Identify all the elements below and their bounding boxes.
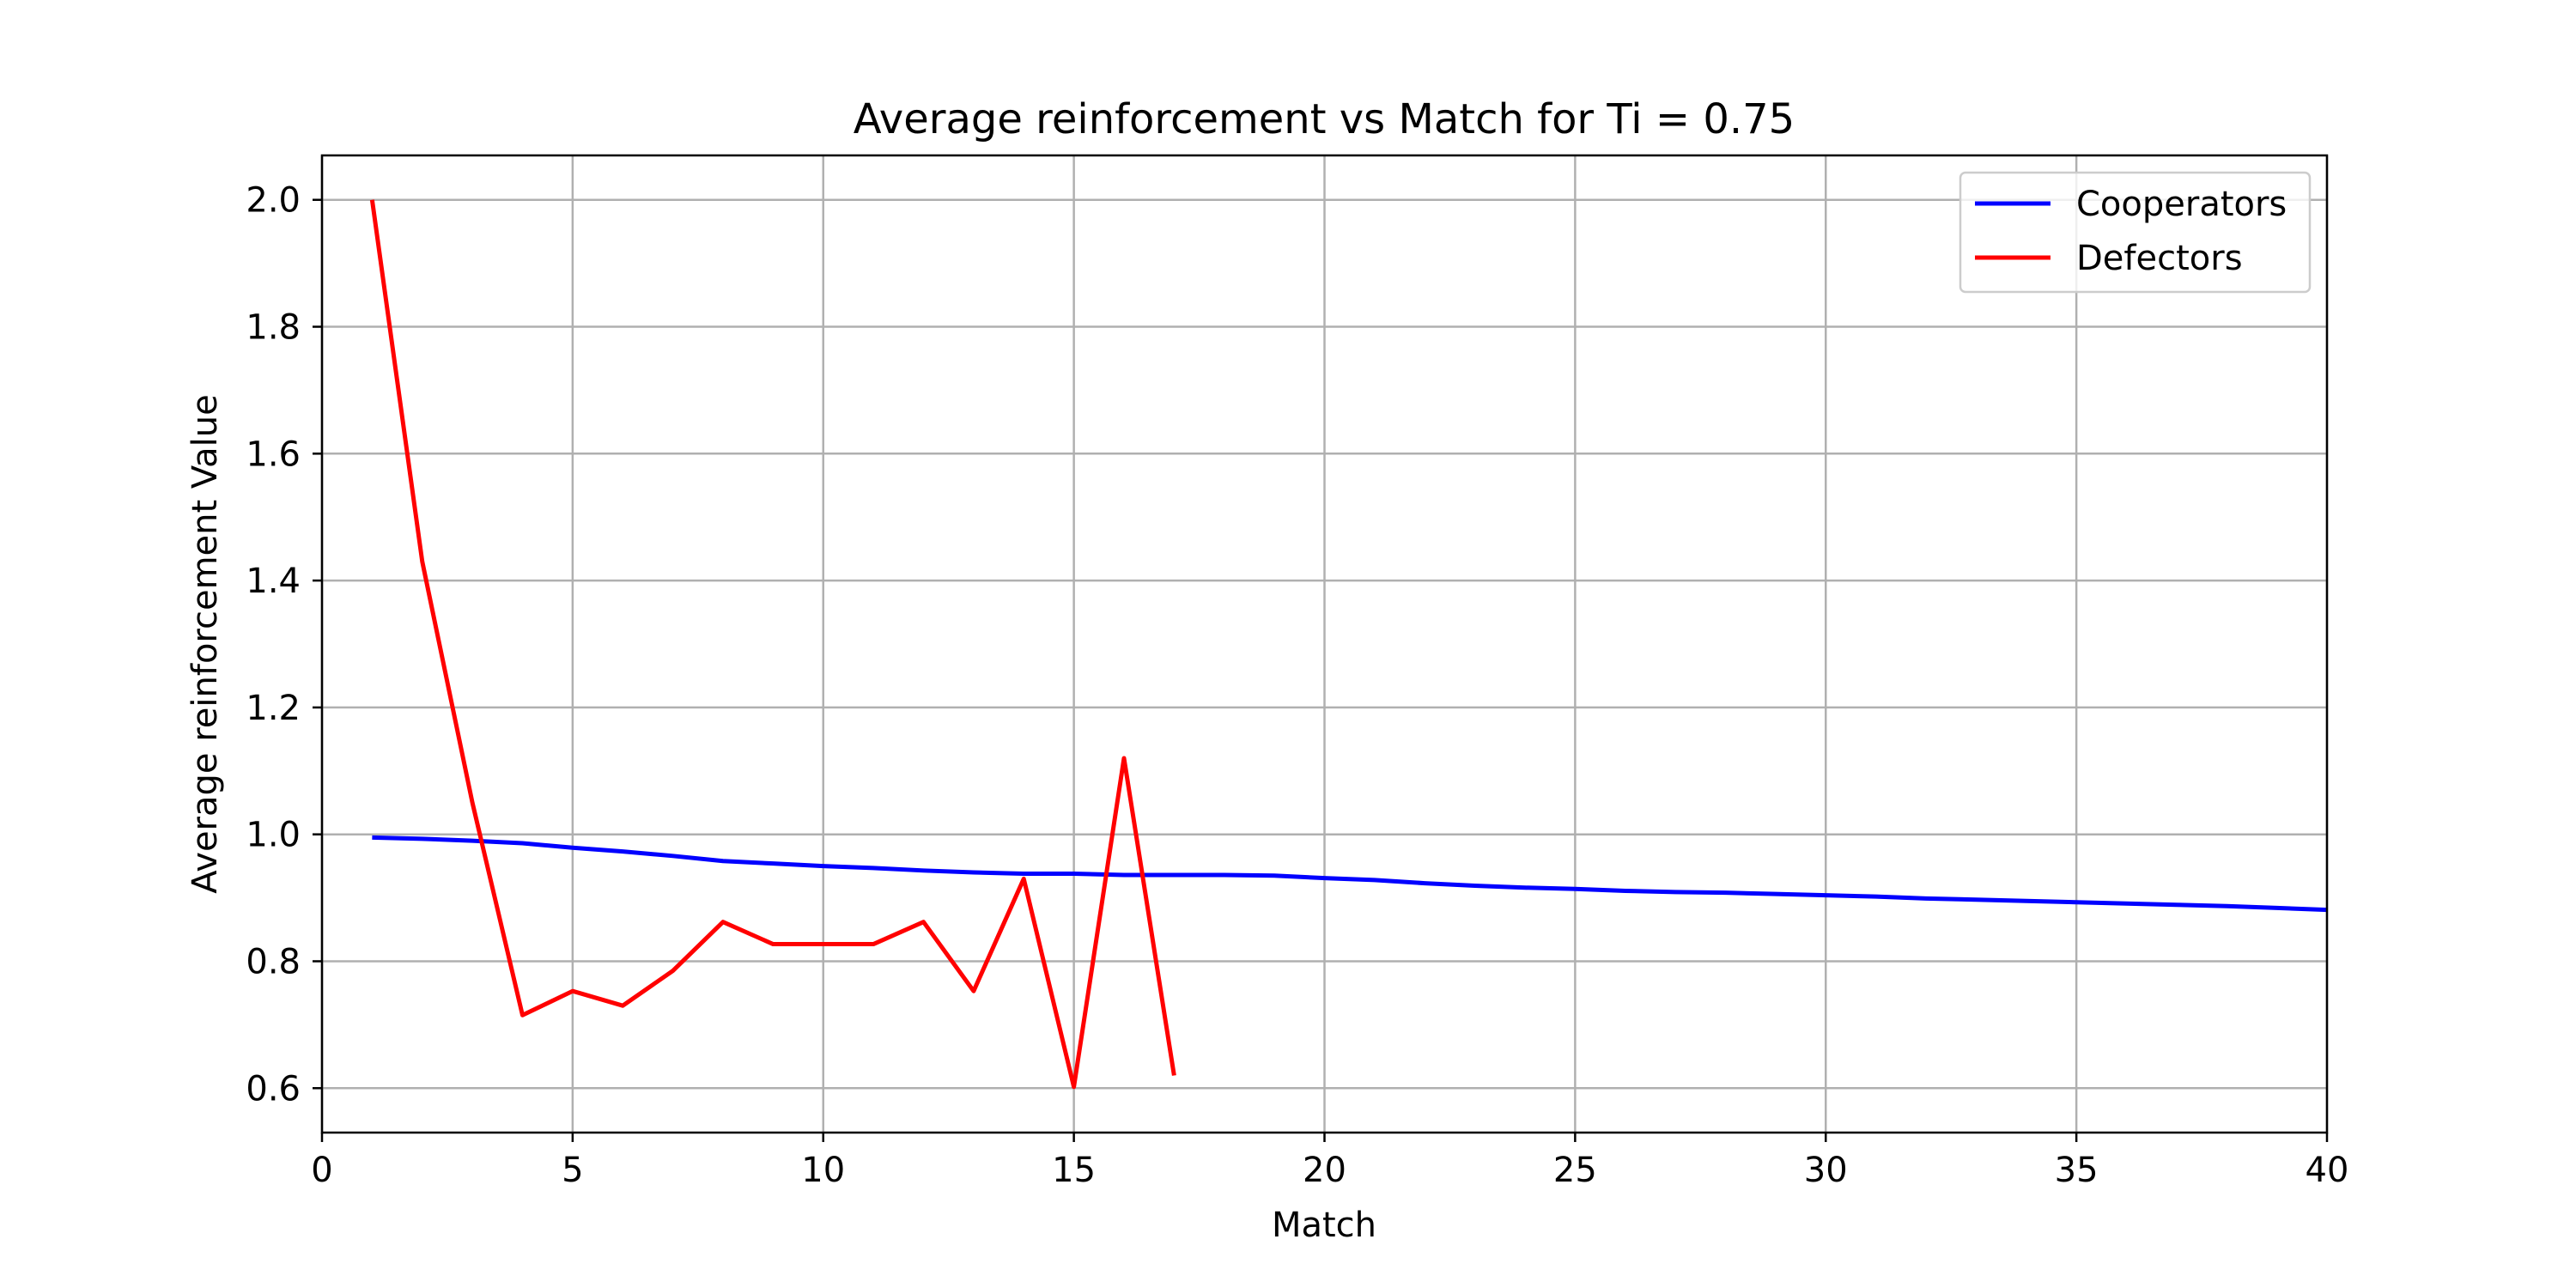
x-tick-label: 40 [2306, 1151, 2349, 1190]
x-tick-label: 0 [311, 1151, 332, 1190]
y-tick-label: 1.8 [246, 308, 301, 348]
y-tick-label: 1.2 [246, 689, 301, 728]
series-layer [369, 199, 2328, 1090]
y-tick-label: 0.6 [246, 1069, 301, 1109]
legend-label-defectors: Defectors [2076, 239, 2243, 278]
x-tick-label: 20 [1303, 1151, 1346, 1190]
x-tick-label: 10 [801, 1151, 845, 1190]
legend-label-cooperators: Cooperators [2076, 185, 2287, 224]
legend: Cooperators Defectors [1959, 171, 2312, 294]
x-tick-label: 15 [1052, 1151, 1096, 1190]
y-tick-label: 2.0 [246, 181, 301, 221]
y-axis-label: Average reinforcement Value [185, 394, 225, 894]
series-line-defectors [369, 199, 1176, 1090]
y-axis: 0.6 0.8 1.0 1.2 1.4 1.6 1.8 2.0 [246, 181, 322, 1109]
y-tick-label: 1.0 [246, 816, 301, 855]
x-axis-label: Match [1272, 1206, 1376, 1245]
x-tick-label: 35 [2055, 1151, 2099, 1190]
series-line-cooperators [372, 835, 2328, 913]
x-tick-label: 30 [1804, 1151, 1848, 1190]
chart-title: Average reinforcement vs Match for Ti = … [854, 95, 1795, 143]
y-tick-label: 0.8 [246, 942, 301, 981]
y-tick-label: 1.4 [246, 562, 301, 601]
x-tick-label: 25 [1553, 1151, 1597, 1190]
y-tick-label: 1.6 [246, 434, 301, 474]
x-axis: 0 5 10 15 20 25 30 35 40 [311, 1133, 2348, 1190]
x-tick-label: 5 [562, 1151, 583, 1190]
